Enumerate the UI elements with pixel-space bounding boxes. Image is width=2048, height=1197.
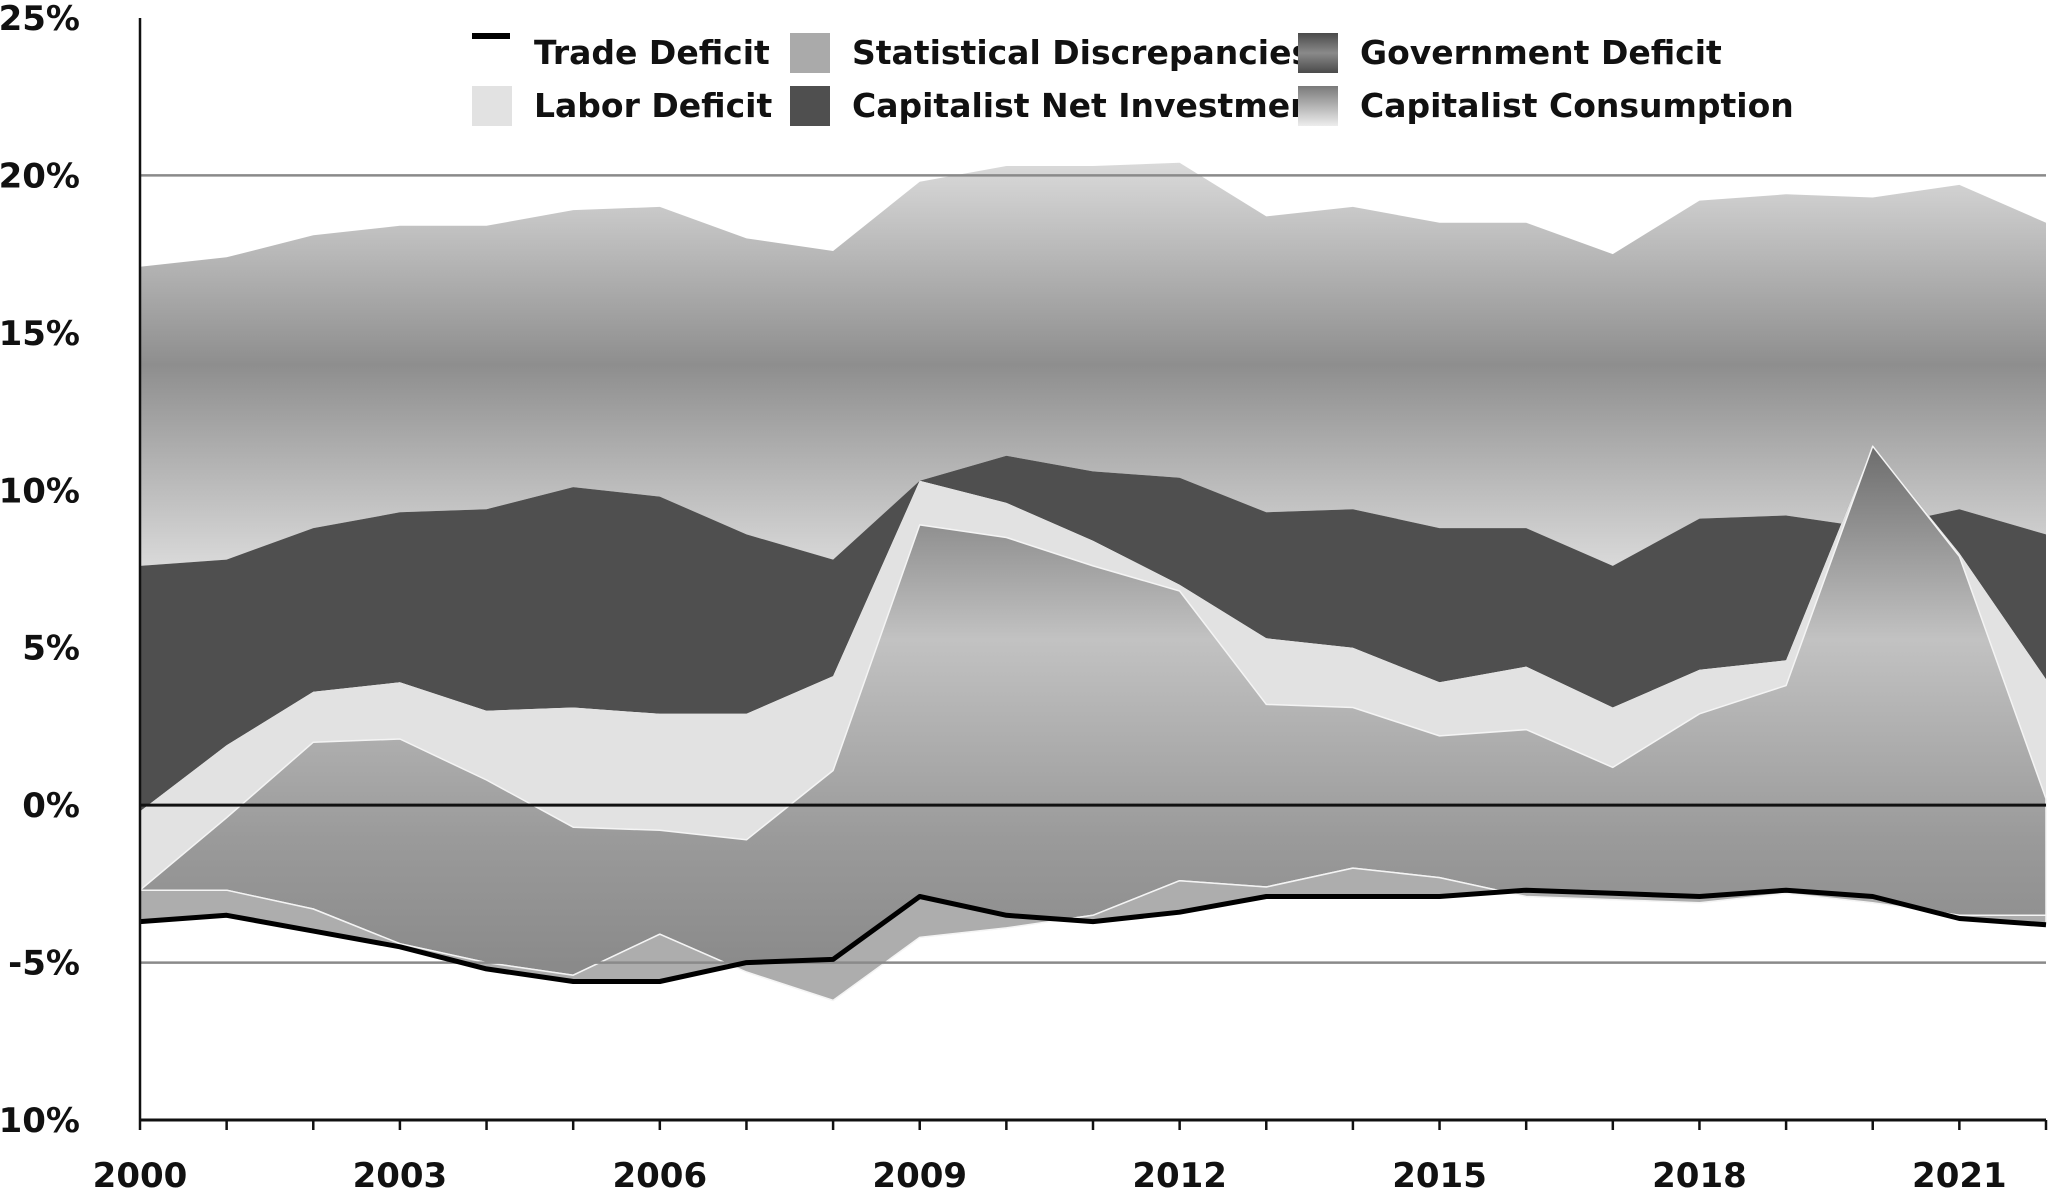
capitalist-net-investment-area [140, 446, 2046, 812]
x-tick-label: 2021 [1912, 1156, 2007, 1196]
x-tick-label: 2018 [1652, 1156, 1747, 1196]
x-tick-label: 2015 [1392, 1156, 1487, 1196]
legend-label-capitalist-consumption: Capitalist Consumption [1360, 86, 1794, 125]
y-tick-label: -10% [0, 1101, 80, 1141]
legend-label-trade-deficit: Trade Deficit [534, 33, 770, 72]
legend-label-statistical-discrepancies: Statistical Discrepancies [852, 33, 1311, 72]
legend-swatch-labor-deficit [472, 86, 512, 126]
y-tick-label: 0% [22, 786, 80, 826]
x-tick-label: 2012 [1132, 1156, 1227, 1196]
legend-item-trade-deficit: Trade Deficit [472, 33, 770, 72]
plot-areas [139, 162, 2047, 1002]
legend-item-capitalist-net-investment: Capitalist Net Investment [790, 86, 1330, 126]
legend-label-capitalist-net-investment: Capitalist Net Investment [852, 86, 1330, 125]
y-tick-label: 10% [0, 471, 80, 511]
legend-swatch-capitalist-consumption [1298, 86, 1338, 126]
legend-swatch-capitalist-net-investment [790, 86, 830, 126]
y-tick-label: 20% [0, 156, 80, 196]
y-tick-label: 5% [22, 629, 80, 669]
series-lines [139, 887, 2047, 984]
capitalist-consumption-area [140, 162, 2046, 566]
x-tick-label: 2009 [872, 1156, 967, 1196]
legend-item-government-deficit: Government Deficit [1298, 33, 1722, 73]
legend-label-government-deficit: Government Deficit [1360, 33, 1722, 72]
x-tick-label: 2003 [353, 1156, 448, 1196]
x-tick-labels: 2000 2003 2006 2009 2012 2015 2018 2021 [93, 1156, 2007, 1196]
labor-deficit-area [140, 446, 2046, 891]
x-tick-label: 2000 [93, 1156, 188, 1196]
y-tick-label: 15% [0, 314, 80, 354]
y-tick-label: 25% [0, 0, 80, 39]
x-tick-label: 2006 [612, 1156, 707, 1196]
axes [138, 18, 2048, 1130]
legend-item-capitalist-consumption: Capitalist Consumption [1298, 86, 1794, 126]
legend-item-statistical-discrepancies: Statistical Discrepancies [790, 33, 1311, 73]
legend-swatch-government-deficit [1298, 33, 1338, 73]
y-tick-labels: -10% -5% 0% 5% 10% 15% 20% 25% [0, 0, 80, 1141]
y-tick-label: -5% [8, 944, 80, 984]
legend-swatch-trade-deficit [472, 33, 510, 39]
legend-label-labor-deficit: Labor Deficit [534, 86, 772, 125]
legend: Trade Deficit Statistical Discrepancies Go… [472, 33, 1794, 126]
trade-deficit-line [139, 887, 2047, 984]
legend-swatch-statistical-discrepancies [790, 33, 830, 73]
legend-item-labor-deficit: Labor Deficit [472, 86, 772, 126]
